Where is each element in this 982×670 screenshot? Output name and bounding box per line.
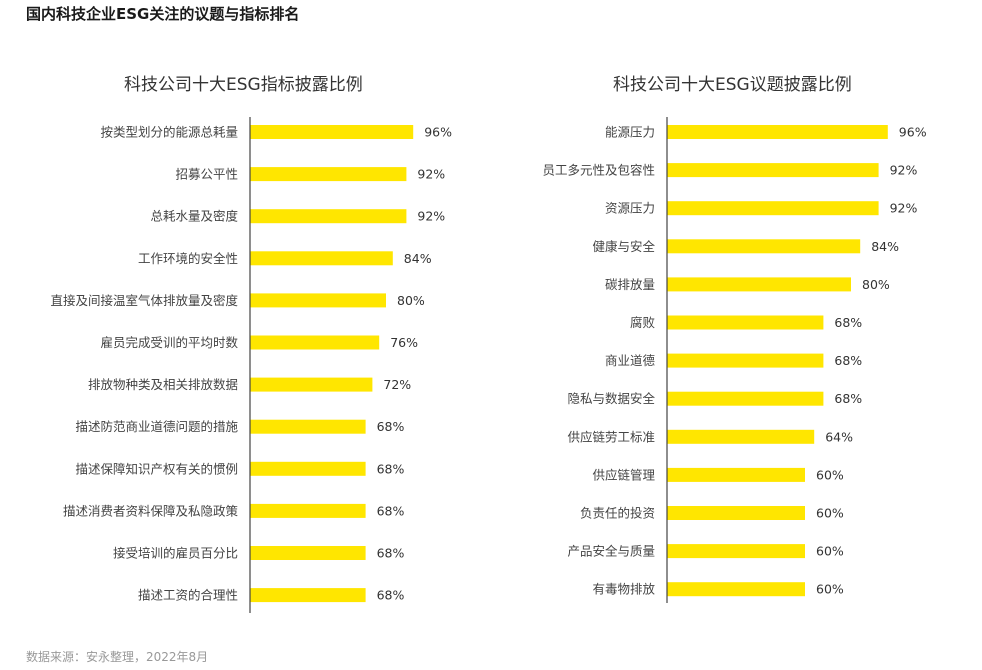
bar-topic-12 <box>667 544 805 559</box>
bar-topic-5 <box>667 277 851 292</box>
bar-indicator-1 <box>250 125 414 139</box>
bar-indicator-3 <box>250 209 407 224</box>
bar-indicator-2 <box>250 167 407 182</box>
data-source-note: 数据来源：安永整理，2022年8月 <box>26 650 209 664</box>
category-label: 有毒物排放 <box>592 582 655 597</box>
bar-topic-7 <box>667 353 824 368</box>
category-label: 按类型划分的能源总耗量 <box>100 125 238 140</box>
bar-topic-11 <box>667 506 805 520</box>
bar-topic-3 <box>667 201 879 216</box>
bar-indicator-8 <box>250 419 366 434</box>
category-label: 描述消费者资料保障及私隐政策 <box>63 503 239 518</box>
bar-topic-4 <box>667 239 861 254</box>
category-label: 工作环境的安全性 <box>138 251 238 266</box>
value-label: 80% <box>862 277 890 292</box>
value-label: 68% <box>834 315 862 330</box>
value-label: 68% <box>377 419 405 434</box>
category-label: 描述工资的合理性 <box>138 588 238 603</box>
value-label: 92% <box>890 163 918 178</box>
value-label: 96% <box>424 125 452 140</box>
bar-topic-6 <box>667 315 824 330</box>
category-label: 负责任的投资 <box>580 506 655 521</box>
value-label: 64% <box>825 429 853 444</box>
value-label: 60% <box>816 582 844 597</box>
bar-topic-8 <box>667 391 824 406</box>
value-label: 76% <box>390 335 418 350</box>
bar-indicator-5 <box>250 293 386 308</box>
category-label: 商业道德 <box>605 353 656 368</box>
value-label: 68% <box>834 391 862 406</box>
value-label: 72% <box>383 377 411 392</box>
bar-indicator-4 <box>250 251 393 266</box>
category-label: 资源压力 <box>605 201 655 216</box>
value-label: 96% <box>899 125 927 140</box>
category-label: 雇员完成受训的平均时数 <box>100 335 238 350</box>
value-label: 92% <box>890 201 918 216</box>
value-label: 68% <box>377 503 405 518</box>
value-label: 92% <box>417 167 445 182</box>
value-label: 92% <box>417 209 445 224</box>
value-label: 84% <box>404 251 432 266</box>
category-label: 供应链管理 <box>592 467 655 482</box>
bar-topic-10 <box>667 467 805 482</box>
bar-indicator-9 <box>250 461 366 476</box>
value-label: 68% <box>377 546 405 561</box>
value-label: 68% <box>834 353 862 368</box>
category-label: 招募公平性 <box>175 167 238 182</box>
value-label: 60% <box>816 506 844 521</box>
category-label: 碳排放量 <box>605 277 655 292</box>
value-label: 68% <box>377 461 405 476</box>
chart-title-topics: 科技公司十大ESG议题披露比例 <box>613 75 852 95</box>
bar-indicator-6 <box>250 335 380 350</box>
value-label: 84% <box>871 239 899 254</box>
bar-indicator-10 <box>250 503 366 518</box>
category-label: 腐败 <box>630 315 656 330</box>
bar-indicator-11 <box>250 546 366 560</box>
bar-indicator-12 <box>250 588 366 603</box>
bar-topic-13 <box>667 582 805 597</box>
category-label: 描述保障知识产权有关的惯例 <box>75 461 238 476</box>
category-label: 隐私与数据安全 <box>567 391 655 406</box>
page-title: 国内科技企业ESG关注的议题与指标排名 <box>26 5 300 23</box>
category-label: 排放物种类及相关排放数据 <box>88 377 238 392</box>
bar-topic-9 <box>667 429 815 444</box>
value-label: 60% <box>816 544 844 559</box>
category-label: 接受培训的雇员百分比 <box>113 546 238 561</box>
category-label: 员工多元性及包容性 <box>542 163 655 178</box>
bar-topic-1 <box>667 125 888 139</box>
value-label: 60% <box>816 467 844 482</box>
category-label: 总耗水量及密度 <box>150 209 238 224</box>
chart-title-indicators: 科技公司十大ESG指标披露比例 <box>124 75 363 95</box>
value-label: 80% <box>397 293 425 308</box>
category-label: 健康与安全 <box>592 239 655 254</box>
category-label: 描述防范商业道德问题的措施 <box>75 419 238 434</box>
bar-indicator-7 <box>250 377 373 392</box>
bar-topic-2 <box>667 163 879 178</box>
category-label: 能源压力 <box>605 125 655 140</box>
category-label: 供应链劳工标准 <box>567 429 655 444</box>
category-label: 产品安全与质量 <box>567 544 655 559</box>
category-label: 直接及间接温室气体排放量及密度 <box>50 293 238 308</box>
value-label: 68% <box>377 588 405 603</box>
